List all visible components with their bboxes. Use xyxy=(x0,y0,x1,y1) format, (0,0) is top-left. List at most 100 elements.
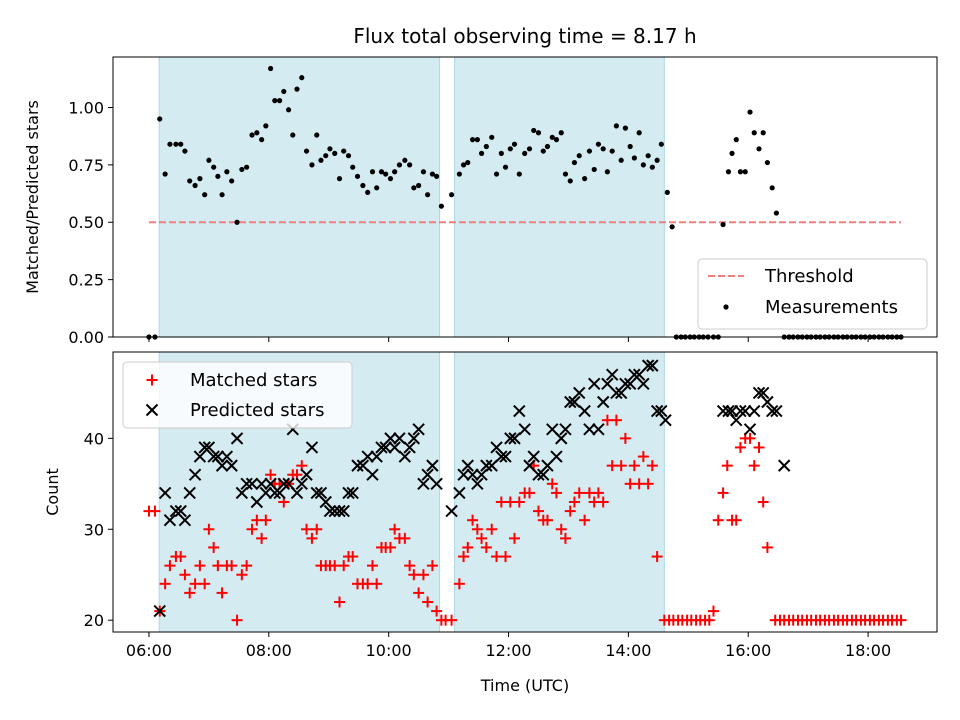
measurement-point xyxy=(725,169,732,175)
measurement-point xyxy=(219,192,225,198)
matched-star-point xyxy=(579,514,591,526)
predicted-star-point xyxy=(328,504,341,518)
top-legend: Threshold Measurements xyxy=(697,258,928,330)
x-axis-label: Time (UTC) xyxy=(480,676,569,695)
predicted-star-point xyxy=(403,441,416,454)
predicted-star-point xyxy=(255,477,268,491)
measurement-point xyxy=(299,75,305,81)
top-shaded-interval-0 xyxy=(158,56,441,338)
predicted-star-point xyxy=(743,423,757,436)
predicted-star-point xyxy=(245,477,259,491)
predicted-star-point xyxy=(235,486,249,500)
measurement-point xyxy=(742,169,748,175)
bottom-y-tick-label: 20 xyxy=(84,611,104,630)
predicted-star-point xyxy=(398,450,412,463)
predicted-star-point xyxy=(445,504,458,518)
matched-star-point xyxy=(486,523,498,535)
matched-star-point xyxy=(703,614,715,626)
bottom-panel: 20 30 40 06:00 08:00 10:00 12:00 14:00 16:00 18:… xyxy=(43,351,938,695)
bottom-legend: Matched stars Predicted stars xyxy=(122,361,353,429)
measurement-point xyxy=(516,171,522,177)
measurement-point xyxy=(549,134,555,140)
matched-star-point xyxy=(707,605,719,617)
predicted-star-point xyxy=(388,441,401,454)
predicted-star-point xyxy=(361,450,374,463)
matched-star-point xyxy=(311,523,323,535)
measurement-point xyxy=(360,182,366,189)
measurement-point xyxy=(416,182,422,189)
predicted-star-point xyxy=(346,486,359,500)
measurement-point xyxy=(576,153,582,159)
matched-star-point xyxy=(371,578,383,590)
measurement-point xyxy=(420,169,427,175)
matched-star-point xyxy=(721,460,733,472)
measurement-point xyxy=(374,185,380,191)
measurement-point xyxy=(658,141,664,147)
measurement-point xyxy=(664,189,670,196)
matched-star-point xyxy=(301,523,313,535)
matched-star-point xyxy=(446,614,458,626)
predicted-star-point xyxy=(174,504,187,518)
predicted-star-point xyxy=(655,404,668,418)
predicted-star-point xyxy=(277,477,290,491)
top-panel: 0.00 0.25 0.50 0.75 1.00 Flux total observin… xyxy=(23,24,938,347)
matched-star-point xyxy=(334,596,346,608)
predicted-star-point xyxy=(461,459,474,472)
measurement-point xyxy=(498,150,504,156)
measurement-point xyxy=(383,171,389,177)
predicted-star-point xyxy=(323,504,337,518)
matched-star-point xyxy=(480,541,492,553)
measurement-point xyxy=(411,185,417,191)
matched-star-point xyxy=(471,523,483,535)
predicted-star-point xyxy=(499,450,512,463)
measurement-point xyxy=(369,169,376,175)
measurement-point xyxy=(511,141,518,147)
matched-star-point xyxy=(413,587,425,599)
measurement-point xyxy=(425,192,431,198)
measurement-point xyxy=(769,185,775,191)
measurement-point xyxy=(167,141,173,147)
measurement-point xyxy=(465,159,471,166)
matched-star-point xyxy=(431,605,443,617)
measurement-point xyxy=(591,166,597,173)
matched-star-point xyxy=(610,414,622,426)
measurement-point xyxy=(354,173,361,179)
matched-star-point xyxy=(717,487,729,499)
predicted-star-point xyxy=(578,404,591,418)
predicted-star-point xyxy=(163,513,177,527)
matched-star-point xyxy=(184,587,196,599)
measurement-point xyxy=(595,141,602,147)
measurement-point xyxy=(178,141,184,147)
matched-star-point xyxy=(734,441,746,453)
measurement-point xyxy=(729,150,735,156)
measurement-point xyxy=(469,137,476,143)
matched-star-point xyxy=(476,532,488,544)
matched-star-point xyxy=(306,532,318,544)
predicted-star-point xyxy=(379,441,392,454)
measurement-point xyxy=(429,171,436,177)
predicted-star-point xyxy=(765,404,779,418)
measurement-point xyxy=(234,219,240,225)
matched-star-point xyxy=(748,460,760,472)
measurement-point xyxy=(540,148,546,154)
measurement-point xyxy=(202,192,208,198)
matched-star-point xyxy=(236,569,248,581)
matched-star-point xyxy=(546,478,558,490)
measurement-point xyxy=(206,157,212,163)
predicted-star-point xyxy=(508,432,521,445)
measurement-point xyxy=(483,143,489,150)
matched-star-point xyxy=(757,496,769,508)
top-y-tick-label: 0.75 xyxy=(68,156,104,175)
measurement-point xyxy=(392,169,398,175)
predicted-star-point xyxy=(495,450,508,463)
bottom-x-tick-label: 08:00 xyxy=(246,641,292,660)
matched-star-point xyxy=(500,551,512,563)
measurement-point xyxy=(747,109,753,115)
matched-star-point xyxy=(730,514,742,526)
top-shaded-intervals xyxy=(158,56,665,338)
predicted-star-point xyxy=(588,377,601,391)
predicted-star-point xyxy=(605,368,619,381)
measurement-point xyxy=(645,153,651,159)
measurement-point xyxy=(600,146,606,152)
matched-star-point xyxy=(462,541,474,553)
